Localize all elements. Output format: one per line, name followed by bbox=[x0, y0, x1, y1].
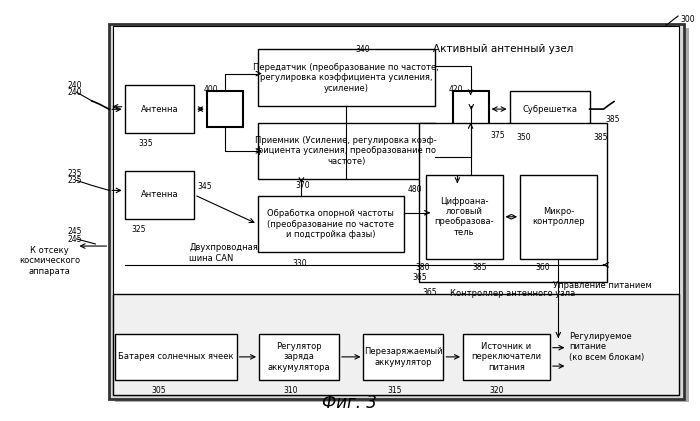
Text: 340: 340 bbox=[355, 45, 370, 54]
Text: Передатчик (преобразование по частоте,
регулировка коэффициента усиления,
усилен: Передатчик (преобразование по частоте, р… bbox=[253, 63, 440, 93]
Bar bbox=[258, 50, 435, 106]
Text: 365: 365 bbox=[412, 273, 427, 282]
Text: Активный антенный узел: Активный антенный узел bbox=[433, 45, 573, 54]
Bar bbox=[258, 123, 435, 179]
Text: 420: 420 bbox=[449, 85, 463, 94]
Text: Батарея солнечных ячеек: Батарея солнечных ячеек bbox=[118, 352, 234, 361]
Bar bbox=[258, 196, 404, 252]
Text: Цифроана-
логовый
преобразова-
тель: Цифроана- логовый преобразова- тель bbox=[435, 197, 494, 237]
Text: Перезаряжаемый
аккумулятор: Перезаряжаемый аккумулятор bbox=[364, 347, 442, 367]
Bar bbox=[115, 334, 237, 380]
Text: 375: 375 bbox=[491, 131, 505, 140]
Text: 235: 235 bbox=[67, 176, 82, 185]
Text: Контроллер антенного узла: Контроллер антенного узла bbox=[450, 289, 575, 298]
Text: Регулируемое
питание
(ко всем блокам): Регулируемое питание (ко всем блокам) bbox=[569, 332, 644, 362]
Text: 315: 315 bbox=[387, 386, 402, 395]
Text: 385: 385 bbox=[605, 115, 620, 124]
Text: Субрешетка: Субрешетка bbox=[522, 104, 577, 114]
Text: 385: 385 bbox=[593, 133, 608, 142]
Text: 365: 365 bbox=[423, 288, 438, 297]
Text: Управление питанием: Управление питанием bbox=[554, 281, 652, 290]
Text: 300: 300 bbox=[680, 15, 695, 24]
Text: Приемник (Усиление, регулировка коэф-
фициента усиления, преобразование по
часто: Приемник (Усиление, регулировка коэф- фи… bbox=[256, 136, 438, 166]
Text: 360: 360 bbox=[536, 263, 550, 272]
Bar bbox=[115, 28, 690, 402]
Text: Антенна: Антенна bbox=[141, 190, 178, 199]
Bar bbox=[109, 24, 684, 399]
Bar bbox=[419, 123, 607, 282]
Text: 320: 320 bbox=[489, 386, 503, 395]
Bar bbox=[125, 85, 194, 133]
Text: Фиг. 3: Фиг. 3 bbox=[322, 394, 377, 412]
Text: 245: 245 bbox=[67, 227, 82, 237]
Text: 330: 330 bbox=[293, 258, 307, 268]
Bar bbox=[426, 175, 503, 258]
Text: 235: 235 bbox=[67, 169, 82, 178]
Bar bbox=[510, 91, 589, 127]
Text: 240: 240 bbox=[67, 81, 82, 90]
Text: Антенна: Антенна bbox=[141, 104, 178, 114]
Text: 380: 380 bbox=[416, 263, 430, 272]
Text: 240: 240 bbox=[67, 88, 82, 97]
Text: 480: 480 bbox=[407, 185, 422, 194]
Text: Микро-
контроллер: Микро- контроллер bbox=[532, 207, 584, 226]
Text: 310: 310 bbox=[283, 386, 298, 395]
Text: Источник и
переключатели
питания: Источник и переключатели питания bbox=[472, 342, 542, 372]
Bar bbox=[113, 294, 680, 395]
Text: К отсеку
космического
аппарата: К отсеку космического аппарата bbox=[19, 246, 80, 276]
Text: 370: 370 bbox=[296, 181, 311, 189]
Text: 245: 245 bbox=[67, 235, 82, 244]
Text: 400: 400 bbox=[203, 85, 218, 94]
Text: 345: 345 bbox=[197, 181, 212, 191]
Bar bbox=[520, 175, 596, 258]
Text: 385: 385 bbox=[472, 263, 486, 272]
Text: 350: 350 bbox=[517, 133, 531, 142]
Bar bbox=[452, 91, 489, 127]
Text: Обработка опорной частоты
(преобразование по частоте
и подстройка фазы): Обработка опорной частоты (преобразовани… bbox=[267, 209, 394, 239]
Text: Регулятор
заряда
аккумулятора: Регулятор заряда аккумулятора bbox=[267, 342, 330, 372]
Text: 305: 305 bbox=[151, 386, 166, 395]
Bar bbox=[125, 171, 194, 219]
Text: Двухпроводная
шина CAN: Двухпроводная шина CAN bbox=[190, 243, 258, 263]
Bar bbox=[259, 334, 339, 380]
Bar bbox=[113, 26, 680, 395]
Text: 335: 335 bbox=[139, 139, 153, 148]
Bar bbox=[363, 334, 444, 380]
Bar bbox=[463, 334, 550, 380]
Bar bbox=[206, 91, 243, 127]
Text: 325: 325 bbox=[132, 225, 146, 234]
